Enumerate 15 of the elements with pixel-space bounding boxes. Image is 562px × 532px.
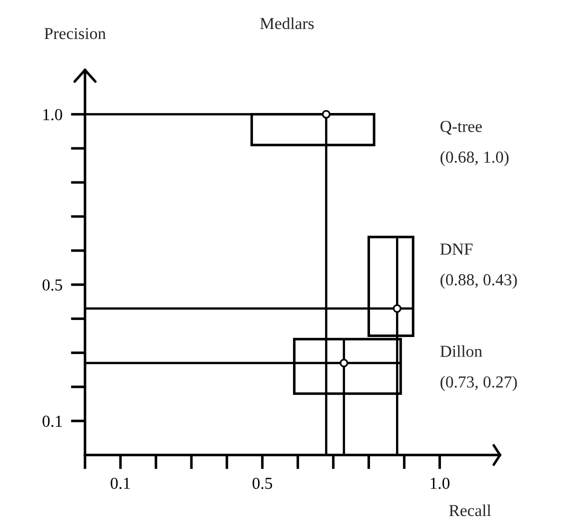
x-tick-label: 0.1 [110, 478, 130, 490]
annotation: (0.73, 0.27) [440, 376, 517, 392]
chart-title: Medlars [260, 17, 314, 30]
y-axis-title: Precision [44, 28, 106, 40]
text: Q-tree [440, 120, 482, 135]
annotation: (0.68, 1.0) [440, 151, 509, 166]
text: DNF [440, 244, 473, 255]
x-axis-title: Recall [449, 504, 491, 516]
x-tick-label: 1.0 [430, 478, 450, 490]
x-tick-label: 0.5 [252, 478, 272, 490]
y-tick-label: 0.5 [42, 279, 62, 291]
y-tick-label: 0.1 [42, 416, 62, 427]
y-tick-label: 1.0 [43, 108, 62, 120]
annotation: (0.88, 0.43) [440, 274, 517, 289]
text: Dillon [440, 345, 482, 357]
